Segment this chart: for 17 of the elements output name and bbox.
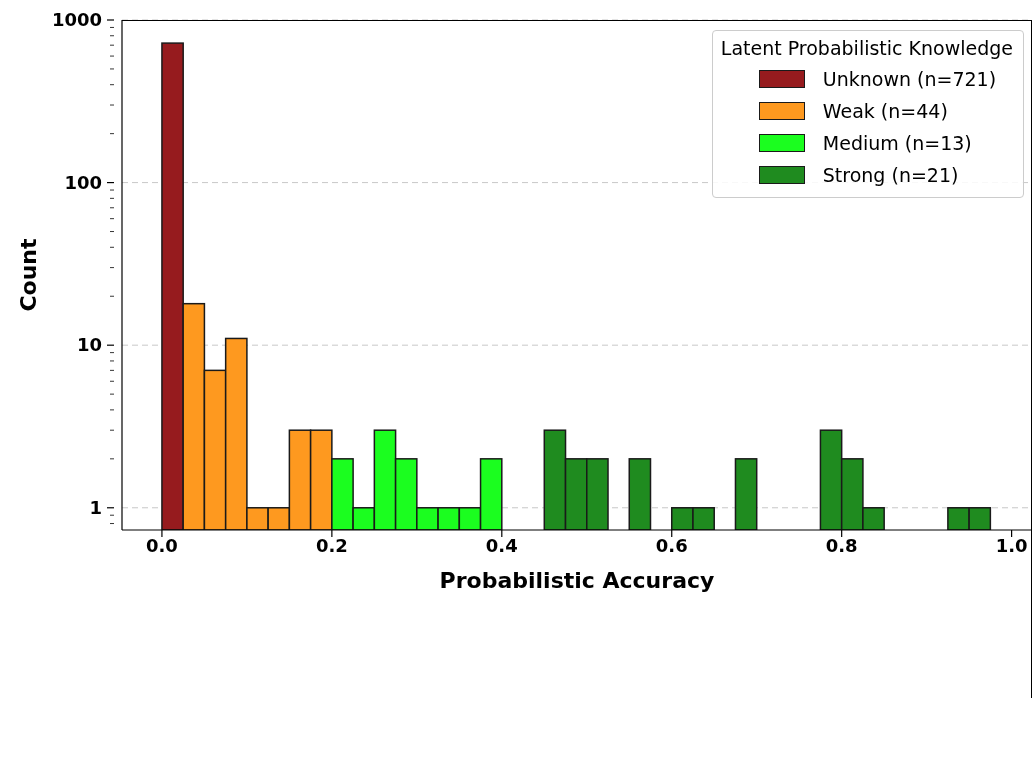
legend-label: Weak (n=44) [822,100,948,122]
x-tick-label: 0.4 [485,534,518,556]
y-tick-label: 100 [64,171,102,193]
x-axis-title: Probabilistic Accuracy [439,568,715,593]
x-tick-label: 1.0 [995,534,1028,556]
y-tick-label: 1 [89,497,102,519]
y-tick-label: 10 [76,334,102,356]
x-tick-label: 0.8 [825,534,858,556]
x-tick-label: 0.2 [315,534,348,556]
x-tick-label: 0.6 [655,534,688,556]
y-tick-label: 1000 [51,9,102,31]
y-axis-title: Count [15,237,41,312]
legend-label: Strong (n=21) [822,164,959,186]
legend-title: Latent Probabilistic Knowledge [720,37,1013,59]
x-tick-label: 0.0 [145,534,178,556]
legend-label: Unknown (n=721) [822,68,997,90]
legend-label: Medium (n=13) [822,132,972,154]
